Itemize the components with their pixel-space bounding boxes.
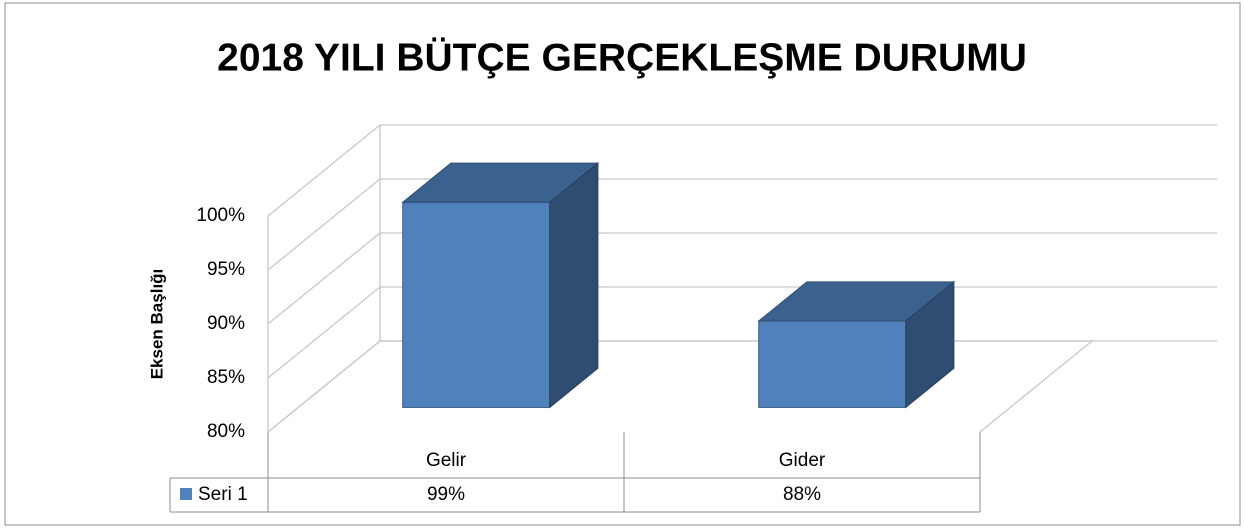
bar-front [758,320,907,408]
y-tick-label: 90% [207,313,245,334]
y-tick-label: 95% [207,259,245,280]
grid-line [267,124,1217,217]
chart-title: 2018 YILI BÜTÇE GERÇEKLEŞME DURUMU [217,36,1027,79]
table-value: 99% [427,484,465,505]
y-tick-label: 85% [207,367,245,388]
bar-front [402,201,551,408]
x-tick-label: Gider [779,450,826,471]
table-value: 88% [783,484,821,505]
grid-line [267,178,1217,271]
x-tick-label: Gelir [426,450,467,471]
y-axis-title: Eksen Başlığı [147,269,166,380]
y-tick-label: 100% [196,205,245,226]
legend-label: Seri 1 [198,484,248,505]
bar-side [905,280,955,409]
grid-line [267,232,1217,325]
legend-swatch [180,488,192,500]
bar-side [549,162,599,409]
y-tick-label: 80% [207,421,245,442]
chart-frame [4,2,1241,526]
